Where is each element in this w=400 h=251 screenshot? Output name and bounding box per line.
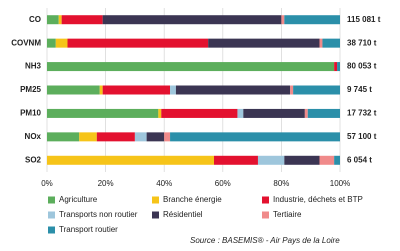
y-tick-label: PM10 xyxy=(20,109,41,118)
bar-segment xyxy=(79,132,97,142)
bar-segment xyxy=(67,38,209,48)
bar-segment xyxy=(337,62,340,72)
bar-segment xyxy=(175,85,291,95)
legend-swatch xyxy=(48,211,55,219)
x-tick-label: 60% xyxy=(215,179,231,188)
x-tick-label: 20% xyxy=(98,179,114,188)
total-label: 38 710 t xyxy=(347,38,377,47)
y-tick-label: SO2 xyxy=(25,155,42,164)
total-label: 17 732 t xyxy=(347,109,377,118)
bar-segment xyxy=(96,132,135,142)
bar-segment xyxy=(319,155,335,165)
legend-swatch xyxy=(152,196,159,204)
legend-swatch xyxy=(48,196,55,204)
legend-label: Agriculture xyxy=(59,195,98,204)
total-label: 80 053 t xyxy=(347,62,377,71)
bar-segment xyxy=(170,132,340,142)
total-label: 9 745 t xyxy=(347,85,372,94)
bar-segment xyxy=(55,38,68,48)
bar-segment xyxy=(307,108,340,118)
bar-segment xyxy=(161,108,238,118)
y-tick-label: PM25 xyxy=(20,85,41,94)
legend-swatch xyxy=(48,226,55,234)
bar-segment xyxy=(214,155,258,165)
x-tick-label: 0% xyxy=(41,179,53,188)
legend-swatch xyxy=(262,196,269,204)
bar-segment xyxy=(334,62,338,72)
bar-segment xyxy=(134,132,147,142)
bar-segment xyxy=(61,15,103,25)
bar-segment xyxy=(99,85,103,95)
bar-segment xyxy=(47,38,56,48)
bar-segment xyxy=(47,62,335,72)
bar-segment xyxy=(146,132,165,142)
source: Source : BASEMIS® - Air Pays de la Loire xyxy=(190,236,340,245)
bar-segment xyxy=(47,155,215,165)
y-tick-label: COVNM xyxy=(11,38,41,47)
legend-label: Résidentiel xyxy=(163,210,203,219)
bar-segment xyxy=(47,132,80,142)
bar-segment xyxy=(290,85,294,95)
legend-label: Tertiaire xyxy=(273,210,302,219)
legend-label: Industrie, déchets et BTP xyxy=(273,195,363,204)
bar-segment xyxy=(47,15,59,25)
bar-segment xyxy=(304,108,308,118)
bar-segment xyxy=(102,15,282,25)
legend-label: Transport routier xyxy=(59,225,118,234)
bar-segment xyxy=(102,85,171,95)
bar-segment xyxy=(237,108,244,118)
legend-swatch xyxy=(262,211,269,219)
y-tick-label: NOx xyxy=(25,132,42,141)
bar-segment xyxy=(322,38,340,48)
x-tick-label: 100% xyxy=(330,179,350,188)
bar-segment xyxy=(58,15,62,25)
x-tick-label: 80% xyxy=(273,179,289,188)
total-label: 6 054 t xyxy=(347,155,372,164)
legend-label: Transports non routier xyxy=(59,210,138,219)
total-label: 57 100 t xyxy=(347,132,377,141)
bar-segment xyxy=(334,155,340,165)
bar-segment xyxy=(164,132,171,142)
bar-segment xyxy=(319,38,323,48)
bar-segment xyxy=(208,38,320,48)
bar-segment xyxy=(284,15,340,25)
legend-label: Branche énergie xyxy=(163,195,222,204)
bar-segment xyxy=(170,85,176,95)
y-tick-label: NH3 xyxy=(25,62,42,71)
x-tick-label: 40% xyxy=(156,179,172,188)
legend-swatch xyxy=(152,211,159,219)
bar-segment xyxy=(158,108,162,118)
bar-segment xyxy=(47,85,100,95)
bar-segment xyxy=(284,155,320,165)
total-label: 115 081 t xyxy=(347,15,381,24)
bar-segment xyxy=(257,155,285,165)
y-tick-label: CO xyxy=(29,15,41,24)
bar-segment xyxy=(281,15,285,25)
bar-segment xyxy=(47,108,159,118)
bar-segment xyxy=(243,108,305,118)
bar-segment xyxy=(293,85,340,95)
